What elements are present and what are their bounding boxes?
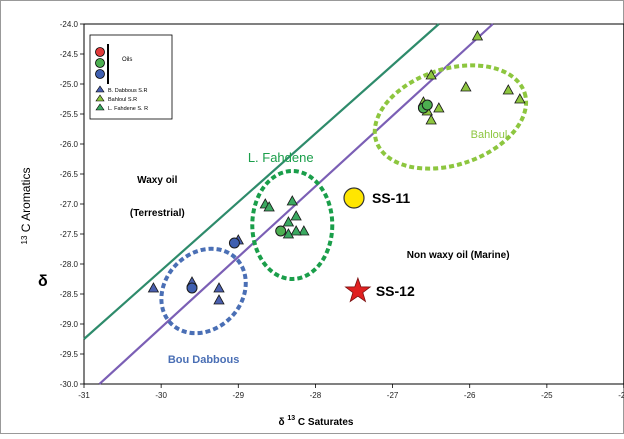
y-tick-label: -24.5 (60, 50, 79, 59)
legend-oils-label: Oils (122, 57, 132, 63)
fahdene-point (290, 225, 302, 236)
bahloul-point (425, 69, 437, 80)
dabbous-label: Bou Dabbous (168, 354, 240, 366)
y-axis-label-text: C Aromatics (19, 168, 33, 233)
x-tick-label: -28 (310, 391, 322, 400)
y-tick-label: -26.5 (60, 170, 79, 179)
x-tick-label: -30 (155, 391, 167, 400)
dabbous-point (213, 282, 225, 293)
bahloul-point (433, 102, 445, 113)
oil-point (275, 225, 287, 237)
y-tick-label: -27.5 (60, 230, 79, 239)
y-axis-label-sup: 13 (20, 235, 29, 244)
y-axis-label-prefix: δ (38, 273, 48, 290)
bahloul-point (460, 81, 472, 92)
sample-label-ss-11: SS-11 (372, 190, 410, 206)
axes: -31 -30 -29 -28 -27 -26 -25 -24 -24.0 -24.5 -25.0 -… (60, 20, 624, 400)
legend-bahloul-marker (95, 94, 105, 102)
bahloul-label: Bahloul (471, 129, 508, 141)
fahdene-point (282, 228, 295, 239)
fahdene-point (263, 201, 275, 212)
annotation-text: Waxy oil (137, 175, 177, 186)
oil-point (228, 237, 240, 249)
legend-oil-blue-marker (95, 69, 105, 79)
fahdene-label: L. Fahdene (248, 150, 314, 165)
x-axis-label-sup: 13 (287, 415, 295, 422)
legend-fahdene-marker (95, 103, 105, 111)
oil-point (186, 282, 198, 294)
x-axis-label: δ 13 C Saturates (278, 412, 353, 428)
legend-oil-green-marker (95, 58, 105, 68)
bahloul-point (502, 84, 514, 95)
x-tick-label: -31 (78, 391, 90, 400)
data-points (147, 30, 526, 305)
x-axis-label-text: C Saturates (298, 417, 354, 428)
legend-fahdene-label: L. Fahdene S. R (108, 106, 148, 112)
bahloul-point (471, 30, 484, 41)
y-tick-label: -28.5 (60, 290, 79, 299)
y-tick-label: -24.0 (60, 20, 79, 29)
fahdene-point (282, 216, 295, 227)
fahdene-ellipse (250, 169, 335, 281)
legend: Oils B. Dabbous S.R Bahloul S.R L. Fahde… (89, 34, 173, 120)
bahloul-point (425, 114, 437, 125)
fahdene-point (290, 210, 302, 221)
y-axis-label: 13 C Aromatics (16, 168, 33, 245)
bahloul-ellipse (372, 63, 529, 171)
y-tick-label: -29.0 (60, 320, 79, 329)
ss12-marker (344, 276, 372, 303)
legend-bahloul-label: Bahloul S.R (108, 97, 137, 103)
y-tick-label: -27.0 (60, 200, 79, 209)
dabbous-point (213, 294, 225, 305)
fahdene-point (298, 225, 310, 236)
y-tick-label: -26.0 (60, 140, 79, 149)
sample-label-ss-12: SS-12 (376, 283, 415, 299)
x-axis-label-prefix: δ (278, 417, 284, 428)
dabbous-point (147, 282, 160, 293)
annotations: Bahloul L. Fahdene Bou Dabbous SS-11 SS-12 Wa… (130, 129, 510, 366)
y-tick-label: -29.5 (60, 350, 79, 359)
group-ellipses (159, 63, 529, 336)
x-tick-label: -26 (464, 391, 476, 400)
legend-dabbous-label: B. Dabbous S.R (108, 88, 147, 94)
oil-point (421, 99, 433, 111)
ss11-marker (343, 187, 365, 209)
dabbous-ellipse (159, 246, 248, 336)
x-tick-label: -29 (233, 391, 245, 400)
y-tick-label: -28.0 (60, 260, 79, 269)
annotation-text: Non waxy oil (Marine) (407, 250, 510, 261)
waxy-boundary-line (83, 23, 440, 340)
y-tick-label: -25.0 (60, 80, 79, 89)
y-tick-label: -30.0 (60, 380, 79, 389)
legend-dabbous-marker (95, 85, 105, 93)
x-tick-label: -24 (618, 391, 624, 400)
x-tick-label: -25 (541, 391, 553, 400)
x-tick-label: -27 (387, 391, 399, 400)
y-tick-label: -25.5 (60, 110, 79, 119)
fahdene-point (286, 195, 298, 206)
bahloul-point (514, 93, 526, 104)
annotation-text: (Terrestrial) (130, 208, 185, 219)
legend-oil-red-marker (95, 47, 105, 57)
